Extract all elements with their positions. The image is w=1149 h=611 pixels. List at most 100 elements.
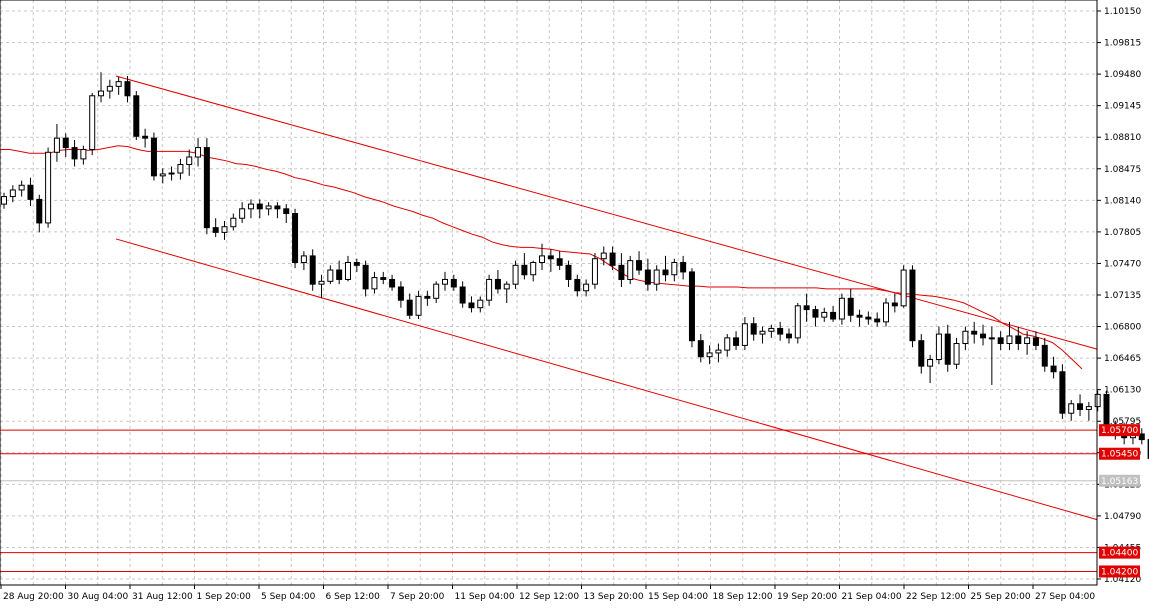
candle <box>591 253 598 289</box>
candle-body-bear <box>212 227 219 233</box>
candle <box>759 326 766 344</box>
candle-body-bull <box>344 262 351 280</box>
candle-body-bull <box>530 262 537 276</box>
candle <box>1 192 7 209</box>
candle <box>133 91 140 141</box>
candles <box>1 72 1149 459</box>
candle <box>891 293 898 313</box>
candle <box>371 271 378 294</box>
candle <box>1059 364 1066 419</box>
time-axis: 28 Aug 20:00 30 Aug 04:00 31 Aug 12:00 1 Se… <box>0 585 1095 602</box>
candle-body-bear <box>688 271 695 342</box>
candle <box>671 258 678 282</box>
candle-body-bear <box>547 255 554 260</box>
candle-body-bull <box>1 196 7 205</box>
candle <box>609 246 616 271</box>
candle <box>195 138 202 167</box>
price-tick-label: 1.06130 <box>1104 386 1141 396</box>
candle <box>953 337 960 369</box>
candle-body-bull <box>900 269 907 307</box>
candle <box>777 321 784 341</box>
candle-body-bear <box>803 305 810 311</box>
trend-lines <box>115 75 1098 521</box>
candle-body-bull <box>883 302 889 323</box>
candle <box>812 305 819 327</box>
candle-body-bear <box>203 147 210 229</box>
candle-body-bear <box>1015 335 1022 345</box>
candle <box>944 324 951 372</box>
candle-body-bear <box>644 269 651 285</box>
candle-body-bear <box>680 262 687 273</box>
candle <box>459 281 466 308</box>
candle <box>256 199 263 219</box>
time-tick-label: 30 Aug 04:00 <box>68 592 129 602</box>
candle-body-bear <box>1077 403 1084 410</box>
candle <box>706 345 713 365</box>
candle <box>309 249 316 291</box>
candle <box>856 309 863 327</box>
candle <box>618 253 625 287</box>
candle-body-bear <box>389 278 396 288</box>
candle <box>636 251 643 275</box>
time-tick-label: 28 Aug 20:00 <box>3 592 64 602</box>
candle <box>574 274 581 297</box>
candle-body-bear <box>1138 433 1145 441</box>
candle-body-bear <box>997 337 1004 345</box>
candle <box>442 271 448 291</box>
time-tick-label: 13 Sep 20:00 <box>584 592 644 602</box>
candle <box>1050 356 1057 379</box>
candle-body-bull <box>442 278 448 285</box>
candle-body-bull <box>715 349 722 354</box>
level-tag-label: 1.05700 <box>1101 426 1138 436</box>
candle-body-bear <box>274 205 281 210</box>
candle-body-bear <box>618 264 625 280</box>
candle <box>935 326 942 365</box>
price-tick-label: 1.05795 <box>1104 417 1141 427</box>
candle-body-bull <box>741 323 748 346</box>
candle-body-bear <box>133 95 140 137</box>
candle-body-bear <box>424 295 431 299</box>
candle-body-bear <box>71 147 78 160</box>
candle <box>89 92 96 156</box>
candle <box>556 251 563 271</box>
candle <box>9 185 16 203</box>
candle-body-bull <box>230 217 237 228</box>
candle <box>1015 326 1022 351</box>
candle-body-bull <box>80 148 87 160</box>
candle <box>1032 331 1039 351</box>
candle <box>45 147 52 228</box>
candle-body-bear <box>521 264 528 276</box>
time-tick-label: 12 Sep 12:00 <box>519 592 579 602</box>
candle <box>1138 428 1145 445</box>
candle-body-bear <box>574 278 581 292</box>
upper-channel-line <box>115 75 1098 350</box>
candle-body-bull <box>988 337 995 340</box>
candle-body-bull <box>591 258 598 285</box>
candle-body-bear <box>292 213 299 264</box>
candle <box>415 290 422 320</box>
candle <box>318 274 325 299</box>
time-tick-label: 7 Sep 20:00 <box>390 592 445 602</box>
price-tick-label: 1.09815 <box>1104 39 1141 49</box>
candle <box>468 296 475 313</box>
time-tick-label: 5 Sep 04:00 <box>261 592 316 602</box>
price-tick-label: 1.10150 <box>1104 7 1141 17</box>
candle <box>539 243 546 271</box>
candle-body-bull <box>239 208 246 219</box>
candle <box>980 324 987 346</box>
level-tag-label: 1.05450 <box>1101 450 1138 460</box>
candle-body-bull <box>433 283 440 299</box>
candle <box>750 317 757 341</box>
candle-body-bear <box>662 269 669 276</box>
candle-body-bear <box>777 327 784 335</box>
candle <box>997 331 1004 351</box>
candle-body-bear <box>459 286 466 304</box>
candle-body-bear <box>565 264 572 280</box>
candle <box>168 166 175 181</box>
candle-body-bull <box>89 95 96 150</box>
candle-body-bear <box>944 333 951 365</box>
candle <box>627 255 634 285</box>
candle <box>336 260 343 285</box>
candle <box>265 202 272 216</box>
